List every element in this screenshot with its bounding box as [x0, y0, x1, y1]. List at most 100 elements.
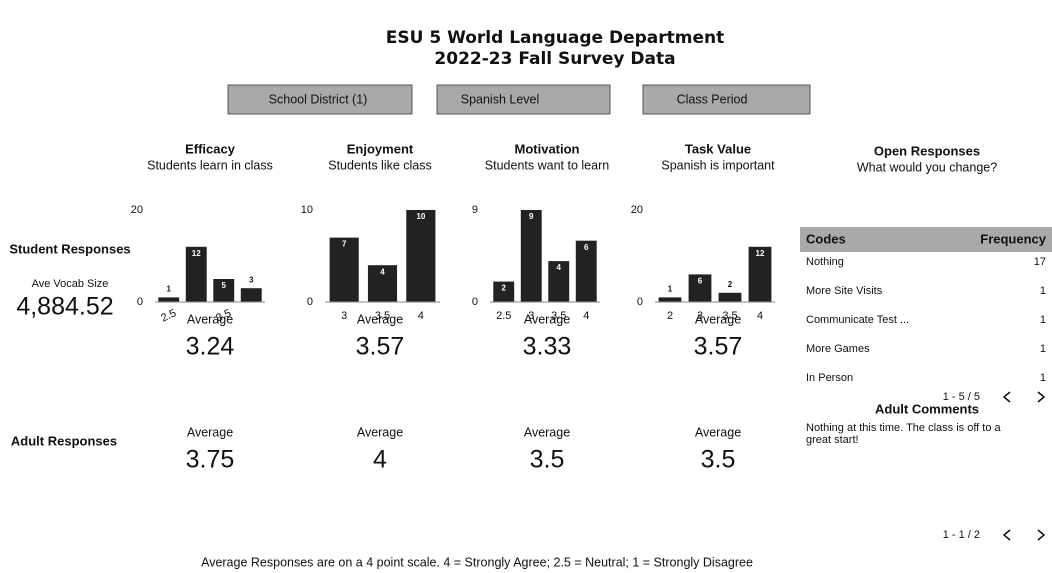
- row-label: Adult Responses: [11, 433, 117, 448]
- x-tick-label: 3: [697, 310, 703, 322]
- filter-box[interactable]: [642, 84, 811, 115]
- vocab-label: Ave Vocab Size: [32, 278, 109, 290]
- bar: [493, 281, 515, 302]
- filter-label[interactable]: Class Period: [677, 92, 748, 106]
- chart-subtitle: Spanish is important: [661, 158, 775, 172]
- row-frequency: 1: [1040, 285, 1046, 297]
- next-page[interactable]: [1037, 529, 1046, 541]
- adult-average: 4: [373, 446, 387, 474]
- student-average: 3.57: [694, 333, 743, 361]
- bar-label: 9: [529, 212, 534, 221]
- adult-average: 3.75: [186, 446, 235, 474]
- bar: [748, 246, 772, 302]
- student-average: 3.33: [523, 333, 572, 361]
- average-label: Average: [524, 425, 570, 439]
- y-tick-label: 10: [301, 204, 313, 216]
- bar: [406, 210, 436, 302]
- chart-title: Enjoyment: [347, 141, 414, 156]
- bar-label: 10: [416, 212, 425, 221]
- bar: [329, 237, 359, 302]
- x-tick-label: 2.5: [159, 307, 178, 324]
- adult-average: 3.5: [701, 446, 736, 474]
- comment: Nothing at this time. The class is off t…: [806, 422, 1002, 434]
- x-tick-label: 4: [583, 310, 589, 322]
- row-code: More Site Visits: [806, 285, 883, 297]
- y-tick-label: 20: [631, 204, 643, 216]
- x-tick-label: 3: [341, 310, 347, 322]
- average-label: Average: [357, 312, 403, 326]
- x-tick-label: 3.5: [375, 310, 390, 322]
- bar: [213, 279, 235, 302]
- average-label: Average: [187, 312, 233, 326]
- bar: [158, 297, 180, 302]
- y-tick-label: 0: [137, 296, 143, 308]
- column-header[interactable]: Frequency: [980, 231, 1047, 246]
- average-label: Average: [695, 312, 741, 326]
- y-tick-label: 0: [637, 296, 643, 308]
- x-tick-label: 3.5: [722, 310, 737, 322]
- filter-label[interactable]: School District (1): [269, 92, 368, 106]
- pagination: 1 - 5 / 5: [943, 391, 980, 403]
- table-header: [800, 227, 1052, 252]
- bar: [367, 265, 398, 302]
- x-tick-label: 2.5: [496, 310, 511, 322]
- row-frequency: 17: [1034, 256, 1046, 268]
- y-tick-label: 20: [131, 204, 143, 216]
- vocab-value: 4,884.52: [16, 293, 113, 321]
- bar-label: 12: [192, 249, 201, 258]
- x-tick-label: 3: [528, 310, 534, 322]
- student-average: 3.24: [186, 333, 235, 361]
- row-code: Nothing: [806, 256, 844, 268]
- filter-label[interactable]: Spanish Level: [461, 92, 540, 106]
- table-title: Open Responses: [874, 143, 980, 158]
- title: ESU 5 World Language Department: [386, 28, 724, 48]
- bar-label: 2: [502, 284, 507, 293]
- column-header[interactable]: Codes: [806, 231, 846, 246]
- footer: Average Responses are on a 4 point scale…: [201, 555, 753, 569]
- bar: [548, 261, 570, 302]
- filter-box[interactable]: [436, 84, 611, 115]
- chart-subtitle: Students want to learn: [485, 158, 609, 172]
- bar: [658, 297, 682, 302]
- bar-label: 6: [698, 277, 703, 286]
- bar: [185, 246, 207, 302]
- filter-box[interactable]: [227, 84, 413, 115]
- x-tick-label: 2: [667, 310, 673, 322]
- bar-label: 1: [167, 285, 172, 294]
- bar-label: 4: [557, 263, 562, 272]
- x-tick-label: 4: [757, 310, 763, 322]
- chart-title: Task Value: [685, 141, 751, 156]
- average-label: Average: [357, 425, 403, 439]
- row-frequency: 1: [1040, 343, 1046, 355]
- comment: great start!: [806, 434, 859, 446]
- next-page[interactable]: [1037, 391, 1046, 403]
- chart-title: Efficacy: [185, 141, 236, 156]
- subtitle: 2022-23 Fall Survey Data: [434, 49, 675, 69]
- x-tick-label: 3.5: [551, 310, 566, 322]
- prev-page[interactable]: [1002, 529, 1011, 541]
- adult-average: 3.5: [530, 446, 565, 474]
- bar: [688, 274, 712, 302]
- bar: [575, 240, 597, 302]
- y-tick-label: 9: [472, 204, 478, 216]
- pagination: 1 - 1 / 2: [943, 529, 980, 541]
- row-label: Student Responses: [9, 241, 130, 256]
- x-tick-label: 3.5: [214, 307, 233, 324]
- table-subtitle: What would you change?: [857, 160, 997, 174]
- average-label: Average: [524, 312, 570, 326]
- table-rows: Nothing 17 More Site Visits 1 Communicate Te…: [806, 256, 1046, 384]
- prev-page[interactable]: [1002, 391, 1011, 403]
- row-code: In Person: [806, 372, 853, 384]
- bar-label: 5: [222, 281, 227, 290]
- comments-title: Adult Comments: [875, 401, 979, 416]
- y-tick-label: 0: [472, 296, 478, 308]
- bar-label: 2: [728, 280, 733, 289]
- bar-label: 1: [668, 285, 673, 294]
- row-code: More Games: [806, 343, 870, 355]
- chart-title: Motivation: [515, 141, 580, 156]
- chart-subtitle: Students learn in class: [147, 158, 273, 172]
- bar: [718, 292, 742, 302]
- bar-label: 7: [342, 240, 347, 249]
- y-tick-label: 0: [307, 296, 313, 308]
